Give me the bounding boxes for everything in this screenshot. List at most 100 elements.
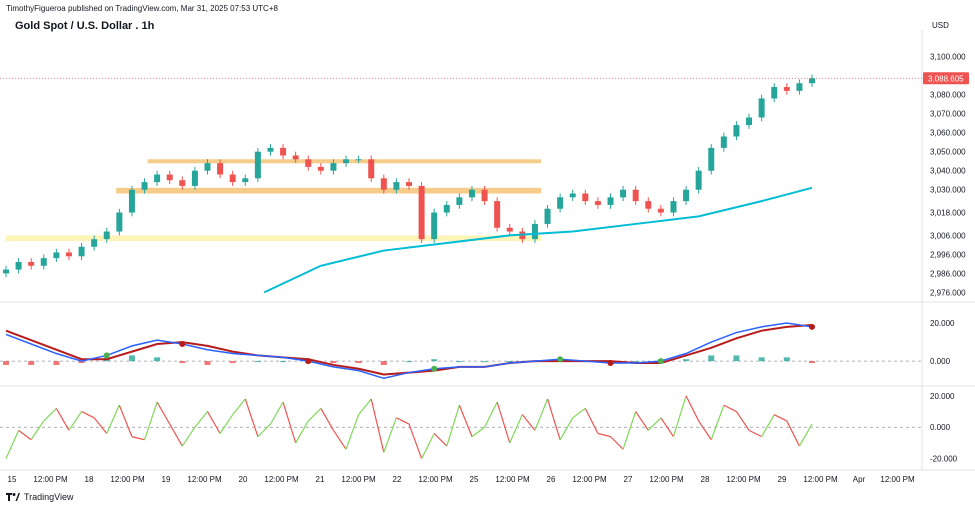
- osc-segment: [534, 398, 549, 431]
- macd-histogram-bar: [330, 361, 337, 364]
- candle-body: [343, 159, 350, 164]
- osc-segment: [30, 420, 45, 441]
- symbol-title[interactable]: Gold Spot / U.S. Dollar . 1h: [15, 20, 155, 32]
- time-tick-label: 20: [239, 475, 248, 484]
- price-tick-label: 2,976.000: [930, 288, 966, 297]
- candle-body: [65, 252, 72, 257]
- osc-segment: [496, 401, 511, 444]
- candle-body: [783, 87, 790, 91]
- price-zones: [6, 159, 542, 242]
- time-tick-label: 12:00 PM: [264, 475, 299, 484]
- candle-body: [607, 197, 614, 205]
- candle-body: [594, 201, 601, 205]
- candle-body: [267, 147, 274, 152]
- candle-body: [531, 223, 538, 240]
- time-tick-label: Apr: [853, 475, 866, 484]
- time-tick-label: 12:00 PM: [880, 475, 915, 484]
- osc-segment: [143, 401, 158, 440]
- candle-body: [103, 231, 110, 240]
- tradingview-logo-icon: [6, 493, 20, 501]
- osc-segment: [798, 423, 813, 447]
- osc-segment: [81, 410, 95, 419]
- signal-line: [5, 323, 813, 376]
- osc-segment: [282, 401, 297, 444]
- candle-body: [670, 201, 677, 213]
- macd-histogram-bar: [53, 361, 60, 365]
- osc-segment: [446, 405, 460, 447]
- candle-body: [519, 231, 526, 240]
- time-scale[interactable]: 15 12:00 PM 18 12:00 PM 19 12:00 PM 20 12:00 PM…: [8, 475, 915, 484]
- osc-segment: [244, 398, 259, 437]
- candle-body: [733, 125, 740, 137]
- author-name[interactable]: TimothyFigueroa: [6, 4, 66, 13]
- macd-histogram-bar: [280, 361, 287, 363]
- last-price-label-bg: [923, 72, 969, 85]
- macd-histogram-bar: [783, 357, 790, 362]
- candle-body: [368, 159, 375, 179]
- osc-segment: [685, 395, 700, 422]
- time-tick-label: 26: [547, 475, 556, 484]
- candle-body: [229, 174, 236, 183]
- time-tick-label: 12:00 PM: [187, 475, 222, 484]
- osc-segment: [660, 417, 674, 437]
- candle-body: [494, 201, 501, 228]
- osc-segment: [219, 414, 234, 434]
- osc-segment: [710, 405, 725, 440]
- osc-segment: [358, 398, 372, 416]
- candle-body: [179, 180, 186, 186]
- time-tick-label: 15: [8, 475, 17, 484]
- macd-histogram-bar: [632, 361, 639, 363]
- macd-histogram-bar: [305, 361, 312, 364]
- osc-segment: [43, 407, 57, 422]
- candle-body: [418, 185, 425, 240]
- osc-segment: [269, 401, 284, 425]
- macd-tick-label: 20.000: [930, 319, 955, 328]
- candle-body: [657, 208, 664, 213]
- macd-histogram-bar: [557, 359, 564, 362]
- time-tick-label: 12:00 PM: [418, 475, 453, 484]
- time-tick-label: 28: [701, 475, 710, 484]
- osc-segment: [332, 430, 347, 450]
- footer-brand[interactable]: TradingView: [6, 492, 74, 502]
- candle-body: [406, 182, 412, 186]
- macd-histogram-bar: [657, 359, 664, 362]
- candle-body: [695, 170, 702, 190]
- osc-segment: [345, 414, 360, 450]
- candle-body: [40, 258, 47, 266]
- zone-support: [6, 235, 542, 242]
- candle-body: [456, 197, 463, 205]
- osc-segment: [156, 401, 171, 425]
- candle-body: [809, 78, 815, 84]
- osc-segment: [698, 420, 712, 441]
- candle-body: [305, 159, 312, 167]
- osc-segment: [433, 433, 448, 447]
- candle-body: [128, 189, 135, 213]
- osc-tick-label: 20.000: [930, 392, 955, 401]
- price-tick-label: 3,040.000: [930, 167, 966, 176]
- osc-segment: [169, 423, 183, 447]
- osc-segment: [370, 398, 385, 453]
- candle-body: [468, 189, 475, 198]
- candle-body: [154, 174, 161, 183]
- osc-segment: [647, 417, 662, 431]
- candle-body: [481, 189, 488, 202]
- macd-histogram-bar: [582, 361, 589, 363]
- oscillator-pane: [0, 395, 922, 459]
- macd-histogram-bar: [456, 361, 463, 363]
- macd-cross-marker: [305, 358, 312, 365]
- currency-label[interactable]: USD: [932, 21, 949, 30]
- osc-segment: [181, 426, 196, 447]
- osc-segment: [106, 405, 120, 434]
- osc-segment: [559, 417, 574, 441]
- osc-segment: [509, 414, 523, 444]
- candle-body: [771, 87, 778, 99]
- candle-body: [645, 201, 652, 209]
- osc-segment: [773, 414, 788, 422]
- macd-histogram-bar: [809, 361, 815, 364]
- price-scale[interactable]: 3,100.000 3,088.605 3,080.000 3,070.000 3,06…: [923, 53, 969, 464]
- osc-segment: [546, 398, 561, 440]
- osc-segment: [55, 408, 70, 431]
- price-tick-label: 3,006.000: [930, 231, 966, 240]
- osc-segment: [68, 411, 83, 431]
